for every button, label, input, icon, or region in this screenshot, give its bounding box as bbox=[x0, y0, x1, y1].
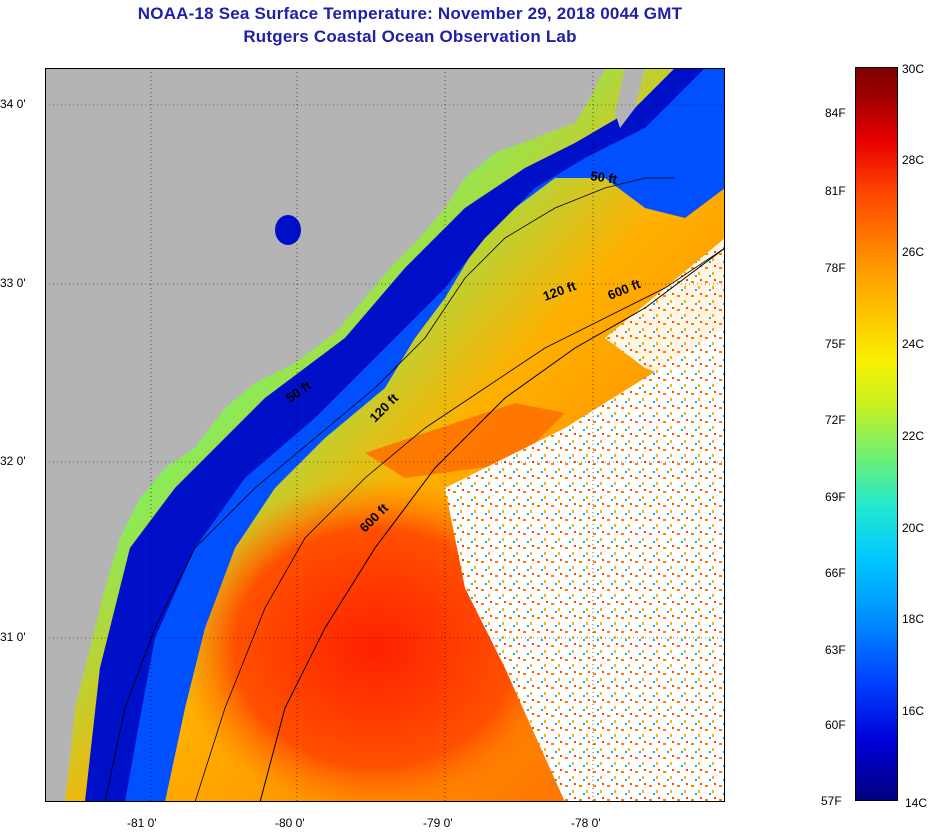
colorbar-f-label-57: 57F bbox=[821, 794, 842, 808]
colorbar-f-label-84: 84F bbox=[825, 106, 846, 120]
colorbar-c-label-20: 20C bbox=[902, 521, 925, 535]
colorbar-f-label-69: 69F bbox=[825, 490, 846, 504]
colorbar-f-label-78: 78F bbox=[825, 261, 846, 275]
isobath-label-50ft-north: 50 ft bbox=[590, 168, 619, 187]
colorbar-c-label-22: 22C bbox=[902, 429, 925, 443]
lon-label-78: -78 0' bbox=[571, 816, 601, 830]
isobath-50ft bbox=[104, 177, 675, 802]
isobath-600ft bbox=[259, 247, 725, 802]
colorbar-f-label-63: 63F bbox=[825, 643, 846, 657]
colorbar-c-label-28: 28C bbox=[902, 153, 925, 167]
colorbar-c-label-24: 24C bbox=[902, 337, 925, 351]
colorbar-f-label-81: 81F bbox=[825, 184, 846, 198]
land bbox=[45, 68, 605, 802]
temperature-colorbar bbox=[855, 67, 898, 801]
lon-label-79: -79 0' bbox=[423, 816, 453, 830]
lat-label-34: 34 0' bbox=[0, 97, 26, 111]
sst-map-canvas: 50 ft 120 ft 600 ft 50 ft 120 ft 600 ft bbox=[45, 68, 725, 802]
graticule bbox=[45, 68, 725, 802]
colorbar-c-label-26: 26C bbox=[902, 245, 925, 259]
map-subtitle: Rutgers Coastal Ocean Observation Lab bbox=[243, 27, 577, 46]
map-title: NOAA-18 Sea Surface Temperature: Novembe… bbox=[137, 4, 683, 23]
lat-label-31: 31 0' bbox=[0, 630, 26, 644]
cloud-cover-region-north bbox=[605, 238, 725, 398]
colorbar-c-label-18: 18C bbox=[902, 612, 925, 626]
lat-label-33: 33 0' bbox=[0, 276, 26, 290]
map-frame bbox=[45, 68, 725, 802]
colorbar-f-label-75: 75F bbox=[825, 337, 846, 351]
lon-label-81: -81 0' bbox=[127, 816, 157, 830]
cold-coastal-water bbox=[85, 68, 725, 802]
inland-lake bbox=[275, 215, 301, 245]
isobath-120ft bbox=[194, 247, 725, 802]
sst-map: 50 ft 120 ft 600 ft 50 ft 120 ft 600 ft … bbox=[0, 68, 725, 830]
colorbar-c-label-30: 30C bbox=[902, 62, 925, 76]
lat-label-32: 32 0' bbox=[0, 454, 26, 468]
colorbar-c-label-16: 16C bbox=[902, 704, 925, 718]
colorbar-c-label-14: 14C bbox=[905, 796, 928, 810]
colorbar-f-label-60: 60F bbox=[825, 718, 846, 732]
cloud-cover-region bbox=[445, 328, 725, 802]
lon-label-80: -80 0' bbox=[275, 816, 305, 830]
colorbar-f-label-72: 72F bbox=[825, 413, 846, 427]
land-cape bbox=[615, 68, 645, 128]
colorbar-f-label-66: 66F bbox=[825, 566, 846, 580]
